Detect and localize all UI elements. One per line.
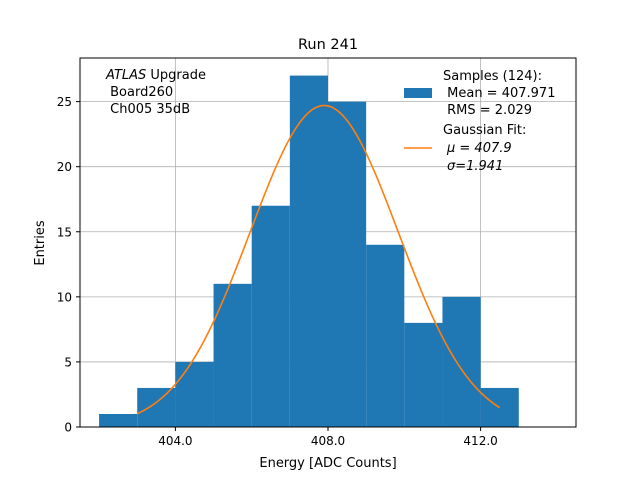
- annotation-upgrade-text: Upgrade: [146, 68, 206, 83]
- histogram-bar-0: [99, 413, 138, 427]
- annotation-channel-text: Ch005 35dB: [106, 102, 190, 117]
- legend-fit-mu: μ = 407.9: [446, 141, 512, 156]
- histogram-bar-3: [213, 283, 252, 427]
- gaussian-fit-layer: [136, 104, 501, 415]
- legend-fit-header: Gaussian Fit:: [443, 123, 526, 138]
- legend-fit-sigma: σ=1.941: [447, 159, 503, 174]
- y-tick-label-3: 15: [57, 225, 72, 239]
- annotation-board-text: Board260: [106, 85, 173, 100]
- y-tick-label-4: 20: [57, 160, 72, 174]
- histogram-bar-2: [175, 361, 214, 427]
- x-tick-label-0: 404.0: [158, 434, 192, 448]
- histogram-bar-7: [366, 244, 405, 427]
- y-tick-label-5: 25: [57, 95, 72, 109]
- x-axis-label: Energy [ADC Counts]: [259, 456, 396, 471]
- histogram-bar-5: [289, 75, 328, 428]
- histogram-bar-4: [251, 205, 290, 427]
- legend: Samples (124): Mean = 407.971 RMS = 2.02…: [404, 69, 555, 174]
- histogram-bar-6: [328, 101, 367, 427]
- histogram-bar-8: [404, 322, 443, 427]
- legend-samples-mean: Mean = 407.971: [443, 86, 555, 101]
- atlas-brand-text: ATLAS: [105, 68, 146, 83]
- histogram-bar-1: [137, 387, 176, 427]
- y-axis-label: Entries: [33, 220, 48, 266]
- histogram-bars: [99, 75, 519, 428]
- legend-samples-rms: RMS = 2.029: [443, 103, 532, 118]
- y-tick-label-0: 0: [64, 421, 72, 435]
- gaussian-fit-curve: [136, 104, 501, 415]
- legend-samples-header: Samples (124):: [443, 69, 542, 84]
- y-tick-label-1: 5: [64, 355, 72, 369]
- legend-samples-swatch: [404, 88, 432, 98]
- svg-text:ATLAS Upgrade: ATLAS Upgrade: [105, 68, 206, 83]
- axis-ticks: 404.0 408.0 412.0 0 5 10 15 20 25: [57, 95, 498, 448]
- x-tick-label-2: 412.0: [463, 434, 497, 448]
- x-tick-label-1: 408.0: [311, 434, 345, 448]
- histogram-bar-9: [442, 296, 481, 427]
- atlas-annotation: ATLAS Upgrade Board260 Ch005 35dB: [105, 68, 206, 117]
- y-tick-label-2: 10: [57, 290, 72, 304]
- chart-title: Run 241: [298, 37, 358, 53]
